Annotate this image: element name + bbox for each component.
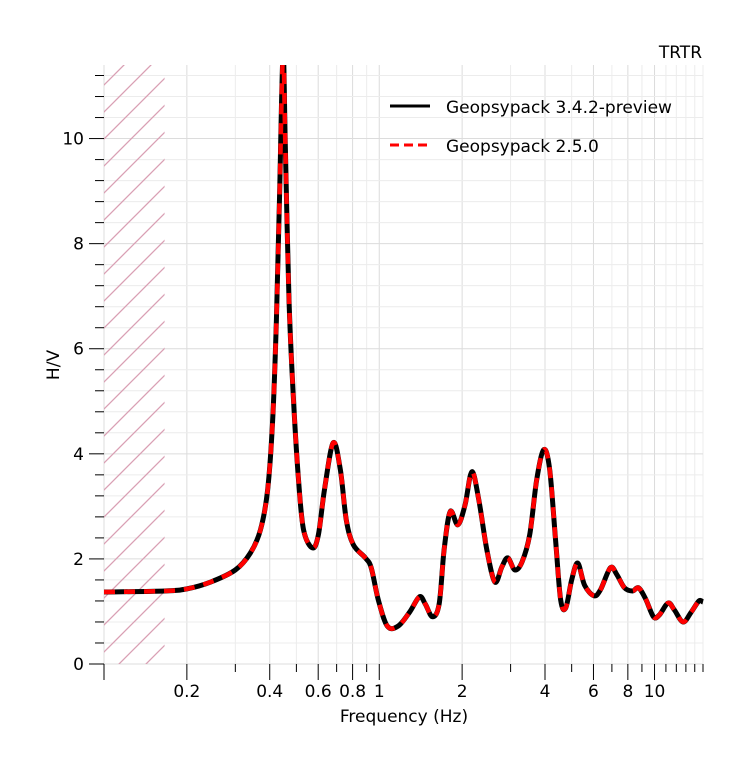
- axes: 0.2 0.4 0.6 0.8 1 2 4 6 8 10 0 2 4 6 8 10: [62, 75, 704, 702]
- y-tick-label: 0: [73, 655, 84, 675]
- legend-label-2: Geopsypack 2.5.0: [446, 137, 599, 157]
- y-tick-label: 4: [73, 445, 84, 465]
- y-tick-label: 6: [73, 340, 84, 360]
- chart-title: TRTR: [658, 43, 702, 63]
- y-tick-label: 2: [73, 550, 84, 570]
- legend: Geopsypack 3.4.2-preview Geopsypack 2.5.…: [390, 98, 672, 157]
- excluded-frequency-hatch: [104, 65, 165, 664]
- x-axis-label: Frequency (Hz): [340, 707, 468, 727]
- x-tick-label: 0.4: [256, 682, 283, 702]
- series-line-geopsypack-2-5-0: [104, 65, 704, 631]
- x-tick-label: 6: [588, 682, 599, 702]
- x-tick-label: 4: [540, 682, 551, 702]
- x-tick-label: 8: [622, 682, 633, 702]
- x-tick-label: 2: [457, 682, 468, 702]
- y-axis-label: H/V: [44, 350, 64, 381]
- grid: [103, 65, 704, 665]
- x-tick-label: 0.2: [173, 682, 200, 702]
- y-tick-label: 8: [73, 235, 84, 255]
- x-tick-label: 1: [374, 682, 385, 702]
- x-tick-label: 0.8: [339, 682, 366, 702]
- x-tick-label: 0.6: [305, 682, 332, 702]
- x-tick-label: 10: [644, 682, 666, 702]
- series-line-geopsypack-3-4-2: [104, 65, 704, 632]
- legend-label-1: Geopsypack 3.4.2-preview: [446, 98, 672, 118]
- y-tick-label: 10: [62, 130, 84, 150]
